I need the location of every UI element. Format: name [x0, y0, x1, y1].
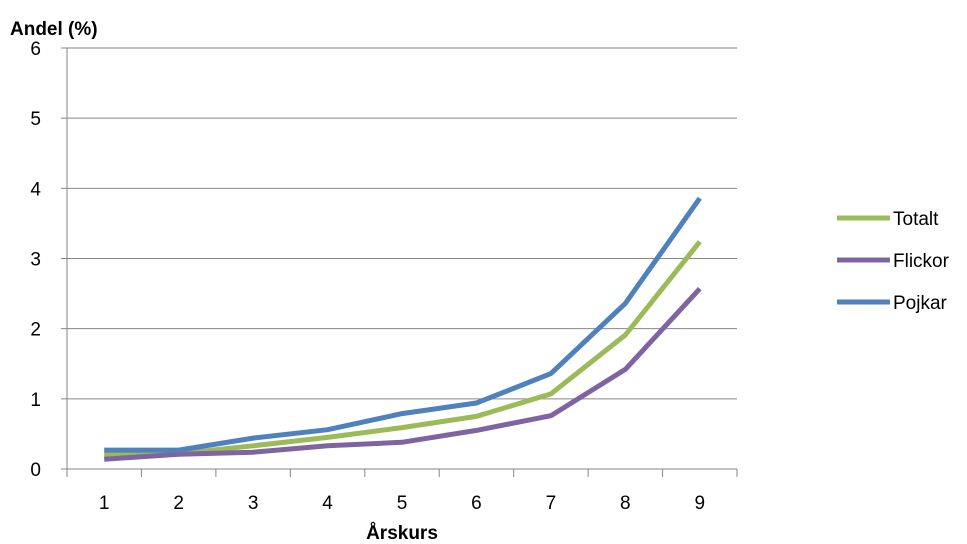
y-tick-label: 4 — [30, 179, 41, 200]
series-lines — [104, 196, 702, 462]
series-line-flickor — [104, 287, 702, 462]
x-tick-label: 2 — [173, 493, 184, 514]
x-tick-label: 8 — [620, 493, 631, 514]
x-tick-label: 6 — [471, 493, 482, 514]
y-tick-labels: 0 1 2 3 4 5 6 — [30, 39, 41, 481]
y-tick-label: 6 — [30, 39, 41, 60]
x-tick-label: 4 — [322, 493, 333, 514]
y-tick-label: 3 — [30, 250, 41, 271]
y-tick-label: 2 — [30, 320, 41, 341]
y-axis-title: Andel (%) — [10, 19, 98, 40]
x-tick-label: 3 — [248, 493, 259, 514]
legend-label: Flickor — [893, 251, 950, 272]
series-line-totalt — [104, 240, 702, 458]
x-tick-label: 9 — [694, 493, 705, 514]
legend-label: Pojkar — [893, 293, 948, 314]
x-tick-label: 7 — [546, 493, 557, 514]
gridlines — [67, 47, 737, 400]
legend: Totalt Flickor Pojkar — [837, 209, 950, 314]
x-tick-label: 5 — [397, 493, 408, 514]
x-tick-labels: 1 2 3 4 5 6 7 8 9 — [99, 493, 705, 514]
x-axis-title: Årskurs — [366, 523, 438, 544]
y-tick-label: 5 — [30, 109, 41, 130]
series-line-pojkar — [104, 196, 702, 453]
y-tick-label: 0 — [30, 460, 41, 481]
legend-label: Totalt — [893, 209, 939, 230]
x-tick-label: 1 — [99, 493, 110, 514]
axes — [61, 47, 738, 477]
y-tick-label: 1 — [30, 390, 41, 411]
